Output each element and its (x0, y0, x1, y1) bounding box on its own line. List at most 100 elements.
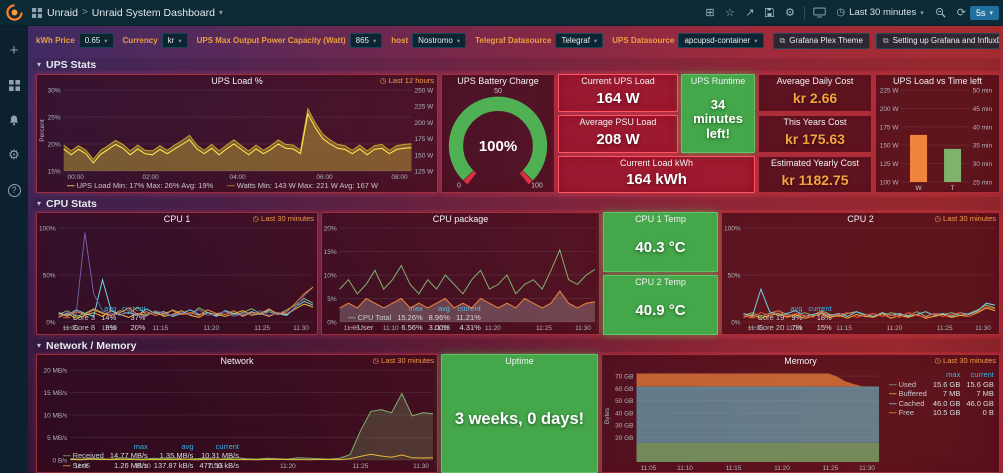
svg-text:11:30: 11:30 (575, 325, 591, 332)
stat-value: 40.9 °C (635, 301, 686, 319)
panel-title[interactable]: UPS Battery Charge (457, 76, 539, 86)
zoom-out-icon[interactable] (931, 3, 950, 23)
refresh-picker[interactable]: ⟳ 5s ▾ (953, 5, 999, 20)
panel-title[interactable]: Estimated Yearly Cost (770, 158, 860, 168)
variable-value-dropdown[interactable]: Telegraf ▾ (555, 33, 604, 48)
variable-value-dropdown[interactable]: 865 ▾ (349, 33, 383, 48)
link-ups-monitoring-guide[interactable]: ⧉Setting up Grafana and InfluxDB for UPS… (875, 32, 999, 49)
panel-title[interactable]: CPU package (432, 214, 489, 224)
panel-title[interactable]: CPU 2 Temp (635, 277, 686, 287)
panel-title[interactable]: Uptime (505, 356, 534, 366)
variable-value-dropdown[interactable]: kr ▾ (161, 33, 188, 48)
panel-title[interactable]: Average Daily Cost (776, 76, 854, 86)
panel-title[interactable]: UPS Load vs Time left (892, 76, 983, 86)
stat-value: 208 W (596, 130, 640, 148)
panel-title[interactable]: CPU 1 Temp (635, 214, 686, 224)
panel-current-ups-load: Current UPS Load 164 W (558, 74, 678, 112)
svg-text:225 W: 225 W (415, 104, 435, 111)
breadcrumb-folder[interactable]: Unraid (47, 6, 78, 19)
tv-mode-icon[interactable] (810, 3, 829, 23)
clock-icon: ◷ (934, 214, 942, 223)
svg-text:100: 100 (531, 182, 543, 189)
legend[interactable]: max current — Used 15.6 GB 15.6 GB — Buffered… (889, 370, 994, 417)
time-badge: ◷ Last 30 minutes (372, 356, 435, 365)
svg-text:08:00: 08:00 (391, 174, 408, 181)
clock-icon: ◷ (934, 356, 942, 365)
stat-value: 3 weeks, 0 days! (454, 410, 585, 429)
dashboard-title[interactable]: Unraid System Dashboard (91, 6, 215, 19)
cpu-package-chart[interactable]: 0% 5% 10% 15% 20% 11:05 11:10 11:15 11:20 11:25 11… (322, 225, 599, 332)
svg-text:225 W: 225 W (880, 88, 900, 95)
panel-cpu-1: CPU 1 ◷ Last 30 minutes 0% 50% 100% 11:05 11:… (36, 212, 318, 335)
chevron-down-icon: ▾ (104, 37, 108, 45)
share-icon[interactable]: ↗ (745, 7, 755, 19)
panel-cpu-package: CPU package 0% 5% 10% 15% 20% 11:05 11:10 11:15… (321, 212, 600, 335)
panel-ups-load-percent: UPS Load % ◷ Last 12 hours 15% 20% 25% 30% 12… (36, 74, 438, 193)
panel-title[interactable]: CPU 1 (163, 214, 191, 224)
svg-text:0%: 0% (46, 320, 56, 327)
memory-chart[interactable]: 20 GB 30 GB 40 GB 50 GB 60 GB 70 GB 11:05 11:10… (602, 367, 883, 472)
panel-title[interactable]: Current UPS Load (581, 76, 655, 86)
svg-text:10 MB/s: 10 MB/s (43, 413, 68, 420)
time-range-picker[interactable]: ◷ Last 30 minutes ▾ (830, 7, 929, 18)
settings-gear-icon[interactable]: ⚙ (784, 7, 795, 19)
panel-title[interactable]: UPS Load % (211, 76, 263, 86)
ups-load-chart[interactable]: 15% 20% 25% 30% 125 W 150 W 175 W 200 W 225 W 250… (37, 87, 437, 182)
svg-text:11:25: 11:25 (937, 325, 953, 332)
network-chart[interactable]: 0 B/s 5 MB/s 10 MB/s 15 MB/s 20 MB/s 11:05 11:… (37, 367, 437, 470)
variable-value-dropdown[interactable]: 0.65 ▾ (78, 33, 114, 48)
row-header-cpu-stats[interactable]: ▾ CPU Stats (33, 197, 1000, 210)
panel-ups-battery-charge: UPS Battery Charge 0 50 100 100% (441, 74, 555, 193)
svg-text:15%: 15% (48, 169, 61, 176)
panel-title[interactable]: UPS Runtime (690, 76, 746, 86)
variable-value-dropdown[interactable]: Nostromo ▾ (412, 33, 467, 48)
svg-text:10%: 10% (324, 273, 337, 280)
svg-text:11:30: 11:30 (975, 325, 991, 332)
chevron-down-icon[interactable]: ▾ (218, 8, 223, 17)
svg-text:15%: 15% (324, 249, 337, 256)
create-plus-icon[interactable]: + (9, 41, 19, 59)
star-icon[interactable]: ☆ (724, 7, 735, 19)
svg-text:11:20: 11:20 (485, 325, 501, 332)
svg-text:T: T (951, 185, 955, 192)
panel-title[interactable]: CPU 2 (847, 214, 874, 224)
save-icon[interactable] (760, 3, 779, 23)
row-header-ups-stats[interactable]: ▾ UPS Stats (33, 58, 1000, 71)
battery-gauge[interactable]: 0 50 100 100% (442, 87, 554, 192)
top-bar: Unraid > Unraid System Dashboard ▾ ⊞ ☆ ↗… (0, 0, 1003, 26)
legend[interactable]: max avg current — Received 14.77 MB/s 1.35 MB… (63, 441, 240, 470)
panel-average-daily-cost: Average Daily Cost kr 2.66 (758, 74, 872, 112)
panel-title[interactable]: Average PSU Load (579, 117, 657, 127)
panel-title[interactable]: Network (220, 356, 254, 366)
dashboards-grid-icon[interactable] (0, 75, 28, 95)
panel-title[interactable]: Current Load kWh (619, 158, 694, 168)
svg-text:11:10: 11:10 (135, 463, 151, 470)
row-header-network-memory[interactable]: ▾ Network / Memory (33, 339, 1000, 352)
svg-text:0 B/s: 0 B/s (52, 458, 68, 465)
ups-vs-time-chart[interactable]: 100 W 125 W 150 W 175 W 200 W 225 W 25 min 30 m… (876, 87, 999, 193)
cpu1-chart[interactable]: 0% 50% 100% 11:05 11:10 11:15 11:20 11:25 11:30 (37, 225, 317, 332)
svg-text:15 MB/s: 15 MB/s (43, 390, 68, 397)
variable-ups-max-output: UPS Max Output Power Capacity (Watt) 865… (197, 33, 383, 48)
legend[interactable]: — UPS Load Min: 17% Max: 26% Avg: 19% — W… (67, 181, 379, 190)
panel-title[interactable]: Memory (784, 356, 817, 366)
add-panel-icon[interactable]: ⊞ (705, 7, 715, 19)
panel-title[interactable]: This Years Cost (783, 117, 847, 127)
grafana-logo[interactable] (0, 0, 28, 26)
svg-text:11:25: 11:25 (823, 465, 839, 472)
link-grafana-plex-theme[interactable]: ⧉ Grafana Plex Theme (772, 32, 870, 49)
svg-text:Bytes: Bytes (604, 407, 611, 424)
clock-icon: ◷ (380, 76, 387, 85)
configuration-gear-icon[interactable]: ⚙ (8, 147, 20, 162)
svg-text:100%: 100% (39, 226, 56, 233)
help-icon[interactable]: ? (0, 180, 28, 200)
chevron-down-icon: ▾ (178, 37, 182, 45)
alerting-bell-icon[interactable] (0, 110, 28, 130)
cpu2-chart[interactable]: 0% 50% 100% 11:05 11:10 11:15 11:20 11:25 11:30 (722, 225, 999, 332)
panel-average-psu-load: Average PSU Load 208 W (558, 115, 678, 153)
variable-value-dropdown[interactable]: apcupsd-container ▾ (678, 33, 764, 48)
svg-text:125 W: 125 W (880, 161, 900, 168)
svg-text:11:05: 11:05 (63, 325, 79, 332)
